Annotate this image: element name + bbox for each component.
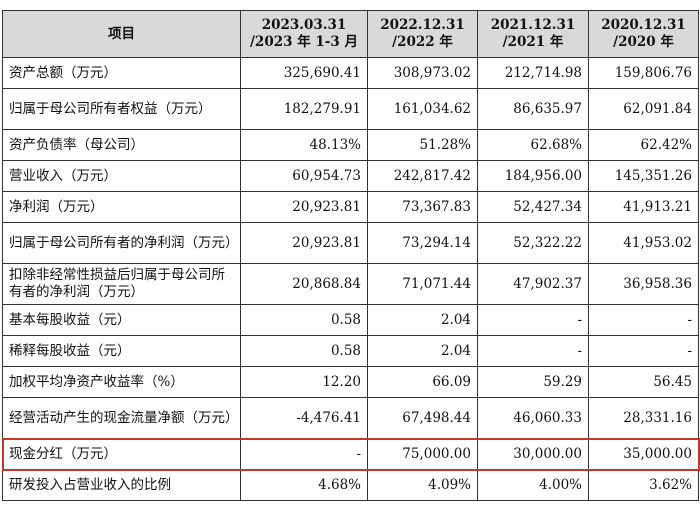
table-row: 扣除非经常性损益后归属于母公司所有者的净利润（万元） 20,868.84 71,… (2, 263, 699, 305)
table-cell: 2.04 (367, 335, 478, 367)
row-label: 归属于母公司所有者权益（万元） (2, 88, 241, 130)
table-cell: 73,294.14 (367, 222, 478, 264)
table-cell: 41,953.02 (588, 222, 699, 264)
table-cell: 71,071.44 (367, 263, 478, 305)
table-cell: 62.42% (588, 129, 699, 161)
highlighted-row-cash-dividend: 现金分红（万元） - 75,000.00 30,000.00 35,000.00 (1, 437, 700, 471)
financial-data-table: 项目 2023.03.31/2023 年 1-3 月 2022.12.31/20… (1, 10, 700, 501)
table-cell: 52,427.34 (477, 191, 589, 223)
table-cell: - (477, 304, 589, 336)
table-cell: 51.28% (367, 129, 478, 161)
table-cell: 46,060.33 (477, 397, 589, 439)
row-label: 经营活动产生的现金流量净额（万元） (2, 397, 241, 439)
table-cell: 56.45 (588, 366, 699, 398)
column-header-period: 2022.12.31/2022 年 (367, 10, 478, 58)
table-cell: 47,902.37 (477, 263, 589, 305)
table-cell: 212,714.98 (477, 57, 589, 89)
column-header-period: 2023.03.31/2023 年 1-3 月 (240, 10, 368, 58)
table-cell: 242,817.42 (367, 160, 478, 192)
column-header-item: 项目 (2, 10, 241, 58)
column-header-period: 2021.12.31/2021 年 (477, 10, 589, 58)
table-row: 经营活动产生的现金流量净额（万元） -4,476.41 67,498.44 46… (2, 397, 699, 439)
table-cell: - (477, 335, 589, 367)
row-label: 研发投入占营业收入的比例 (2, 469, 241, 501)
table-row: 资产负债率（母公司） 48.13% 51.28% 62.68% 62.42% (2, 129, 699, 161)
table-cell: 4.68% (240, 469, 368, 501)
table-cell: 2.04 (367, 304, 478, 336)
table-cell: 4.09% (367, 469, 478, 501)
table-cell: 48.13% (240, 129, 368, 161)
table-row: 营业收入（万元） 60,954.73 242,817.42 184,956.00… (2, 160, 699, 192)
table-cell: - (240, 438, 368, 470)
table-cell: 12.20 (240, 366, 368, 398)
table-row: 研发投入占营业收入的比例 4.68% 4.09% 4.00% 3.62% (2, 469, 699, 501)
table-cell: 182,279.91 (240, 88, 368, 130)
table-cell: 20,868.84 (240, 263, 368, 305)
row-label: 扣除非经常性损益后归属于母公司所有者的净利润（万元） (2, 263, 241, 305)
row-label: 稀释每股收益（元） (2, 335, 241, 367)
column-header-period: 2020.12.31/2020 年 (588, 10, 699, 58)
row-label: 归属于母公司所有者的净利润（万元） (2, 222, 241, 264)
table-row: 归属于母公司所有者权益（万元） 182,279.91 161,034.62 86… (2, 88, 699, 130)
table-row: 基本每股收益（元） 0.58 2.04 - - (2, 304, 699, 336)
table-cell: 0.58 (240, 304, 368, 336)
table-cell: 0.58 (240, 335, 368, 367)
table-cell: 66.09 (367, 366, 478, 398)
table-cell: 41,913.21 (588, 191, 699, 223)
table-cell: - (588, 304, 699, 336)
table-cell: 159,806.76 (588, 57, 699, 89)
table-row: 加权平均净资产收益率（%） 12.20 66.09 59.29 56.45 (2, 366, 699, 398)
table-cell: 73,367.83 (367, 191, 478, 223)
row-label: 基本每股收益（元） (2, 304, 241, 336)
table-cell: -4,476.41 (240, 397, 368, 439)
table-cell: 67,498.44 (367, 397, 478, 439)
row-label: 营业收入（万元） (2, 160, 241, 192)
table-cell: 35,000.00 (588, 438, 699, 470)
row-label: 加权平均净资产收益率（%） (2, 366, 241, 398)
table-cell: 3.62% (588, 469, 699, 501)
table-row: 归属于母公司所有者的净利润（万元） 20,923.81 73,294.14 52… (2, 222, 699, 264)
financial-table-container: 项目 2023.03.31/2023 年 1-3 月 2022.12.31/20… (1, 10, 700, 501)
table-cell: 4.00% (477, 469, 589, 501)
row-label: 净利润（万元） (2, 191, 241, 223)
table-row: 资产总额（万元） 325,690.41 308,973.02 212,714.9… (2, 57, 699, 89)
table-cell: 20,923.81 (240, 222, 368, 264)
table-cell: 59.29 (477, 366, 589, 398)
table-cell: 184,956.00 (477, 160, 589, 192)
table-header-row: 项目 2023.03.31/2023 年 1-3 月 2022.12.31/20… (2, 10, 699, 58)
table-cell: 30,000.00 (477, 438, 589, 470)
table-cell: 86,635.97 (477, 88, 589, 130)
table-cell: 308,973.02 (367, 57, 478, 89)
table-cell: 28,331.16 (588, 397, 699, 439)
table-cell: 62,091.84 (588, 88, 699, 130)
table-cell: 62.68% (477, 129, 589, 161)
table-cell: 36,958.36 (588, 263, 699, 305)
table-row: 稀释每股收益（元） 0.58 2.04 - - (2, 335, 699, 367)
table-cell: 145,351.26 (588, 160, 699, 192)
row-label: 资产负债率（母公司） (2, 129, 241, 161)
table-row: 净利润（万元） 20,923.81 73,367.83 52,427.34 41… (2, 191, 699, 223)
table-cell: 60,954.73 (240, 160, 368, 192)
table-cell: 75,000.00 (367, 438, 478, 470)
table-cell: 52,322.22 (477, 222, 589, 264)
row-label: 资产总额（万元） (2, 57, 241, 89)
table-cell: 161,034.62 (367, 88, 478, 130)
row-label: 现金分红（万元） (2, 438, 241, 470)
table-cell: - (588, 335, 699, 367)
table-cell: 20,923.81 (240, 191, 368, 223)
table-cell: 325,690.41 (240, 57, 368, 89)
